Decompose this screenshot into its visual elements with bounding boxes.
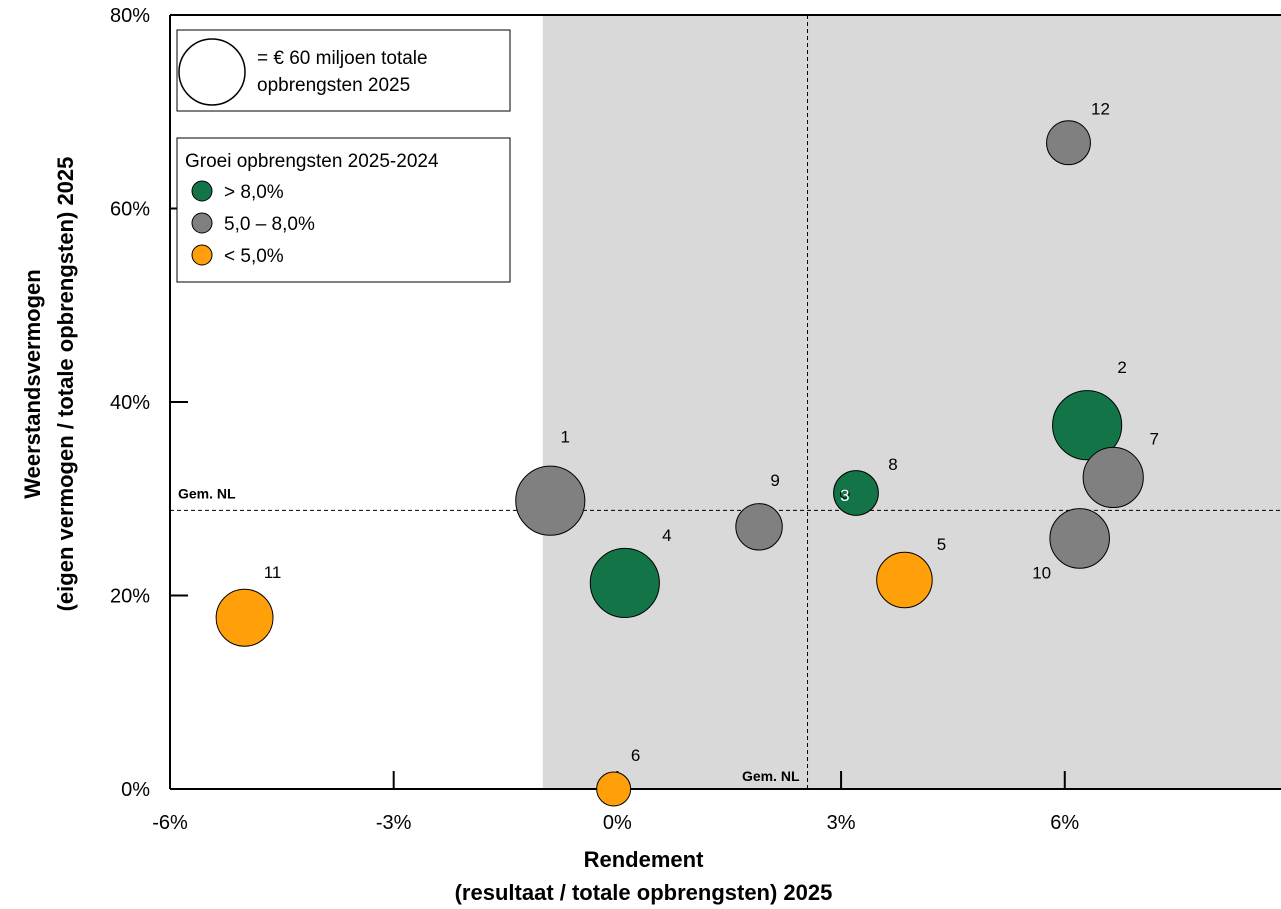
color-legend-label: > 8,0% xyxy=(224,182,284,203)
size-legend-text: opbrengsten 2025 xyxy=(257,75,410,96)
bubble-7 xyxy=(1082,446,1144,509)
bubble-12 xyxy=(1046,120,1091,166)
bubble-2 xyxy=(1052,390,1123,461)
bubble-label-5: 5 xyxy=(937,535,946,554)
x-axis-title: Rendement (resultaat / totale opbrengsten… xyxy=(455,847,833,905)
bubble-label-9: 9 xyxy=(770,471,779,490)
color-legend-title: Groei opbrengsten 2025-2024 xyxy=(185,151,439,172)
y-tick-label: 0% xyxy=(121,779,150,801)
color-legend-swatch xyxy=(191,244,213,266)
y-axis-title-line: (eigen vermogen / totale opbrengsten) 20… xyxy=(53,157,78,612)
y-tick-label: 40% xyxy=(110,392,150,414)
bubble-4 xyxy=(589,547,660,618)
x-tick-label: 0% xyxy=(603,812,632,834)
size-legend-text: = € 60 miljoen totale xyxy=(257,48,428,69)
color-legend-label: < 5,0% xyxy=(224,246,284,267)
avg-label-horizontal: Gem. NL xyxy=(178,485,236,501)
reference-lines-layer: Gem. NL Gem. NL xyxy=(170,15,1281,789)
bubble-label-11: 11 xyxy=(264,563,282,582)
x-tick-label: 6% xyxy=(1050,812,1079,834)
bubble-11 xyxy=(215,588,274,647)
bubble-label-12: 12 xyxy=(1091,100,1110,119)
axes-layer: -6% -3% 0% 3% 6% 0% 20% 40% 60% 80% Rendement (resu… xyxy=(20,5,1281,905)
bubble-5 xyxy=(876,551,933,609)
bubble-label-8: 8 xyxy=(888,455,897,474)
bubble-8 xyxy=(833,470,879,516)
bubble-9 xyxy=(735,503,783,551)
color-legend-label: 5,0 – 8,0% xyxy=(224,214,315,235)
x-axis-title-line: (resultaat / totale opbrengsten) 2025 xyxy=(455,880,833,905)
shaded-region-layer xyxy=(542,15,1281,789)
bubble-label-7: 7 xyxy=(1149,429,1158,448)
x-tick-label: -3% xyxy=(376,812,412,834)
y-axis-title: Weerstandsvermogen (eigen vermogen / tota… xyxy=(20,157,78,612)
shaded-region xyxy=(542,15,1281,789)
bubble-label-4: 4 xyxy=(662,526,671,545)
x-tick-label: -6% xyxy=(152,812,188,834)
color-legend-swatch xyxy=(191,180,213,202)
bubble-6 xyxy=(596,771,632,807)
x-axis-title-line: Rendement xyxy=(584,847,704,872)
bubble-label-10: 10 xyxy=(1032,563,1051,582)
bubble-label-1: 1 xyxy=(561,428,570,447)
y-tick-label: 60% xyxy=(110,199,150,221)
y-tick-label: 20% xyxy=(110,586,150,608)
size-legend-circle xyxy=(178,38,246,106)
y-tick-label: 80% xyxy=(110,5,150,27)
legend-layer: = € 60 miljoen totale opbrengsten 2025 Gro… xyxy=(176,29,511,283)
y-axis-title-line: Weerstandsvermogen xyxy=(20,269,45,498)
bubble-1 xyxy=(515,465,586,536)
x-tick-label: 3% xyxy=(827,812,856,834)
bubble-label-2: 2 xyxy=(1117,358,1126,377)
avg-label-vertical: Gem. NL xyxy=(742,768,800,784)
bubble-label-3: 3 xyxy=(840,486,849,505)
bubble-label-6: 6 xyxy=(631,746,640,765)
color-legend-swatch xyxy=(191,212,213,234)
color-legend-box xyxy=(176,137,511,283)
bubble-10 xyxy=(1049,508,1110,569)
bubble-3 xyxy=(839,489,850,499)
